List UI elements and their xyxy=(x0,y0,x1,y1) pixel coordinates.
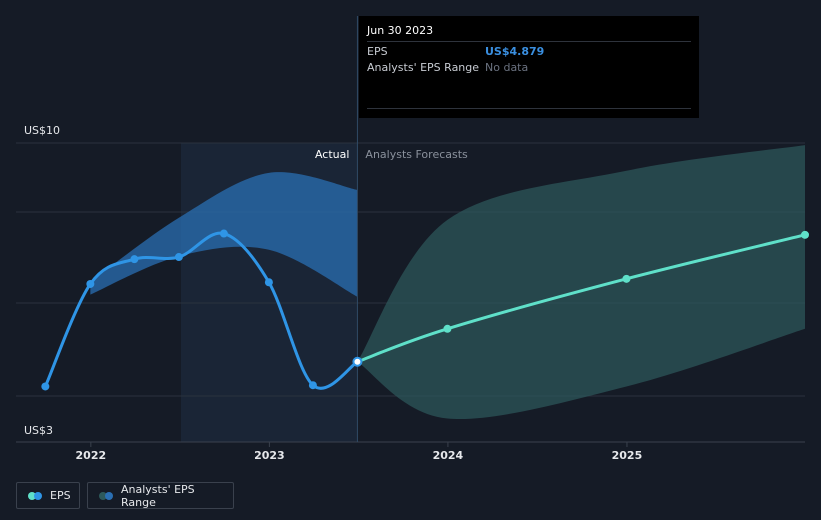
tooltip-date: Jun 30 2023 xyxy=(367,24,434,37)
range-band-1 xyxy=(357,145,805,420)
legend-range-button[interactable]: Analysts' EPS Range xyxy=(87,482,234,509)
legend-eps-button[interactable]: EPS xyxy=(16,482,80,509)
tooltip-divider xyxy=(367,108,691,109)
forecast-label: Analysts Forecasts xyxy=(365,148,468,161)
x-tick-label-3: 2025 xyxy=(612,449,643,462)
y-bottom-label: US$3 xyxy=(24,424,53,437)
legend-range-label: Analysts' EPS Range xyxy=(121,482,195,509)
legend-eps-label: EPS xyxy=(50,489,71,502)
tooltip-eps-value: US$4.879 xyxy=(485,45,545,58)
tooltip-row-range: Analysts' EPS Range No data xyxy=(367,58,691,75)
tooltip-row-eps: EPS US$4.879 xyxy=(367,41,691,59)
y-top-label: US$10 xyxy=(24,124,60,137)
tooltip-range-label: Analysts' EPS Range xyxy=(367,61,480,74)
series-line-1 xyxy=(355,233,807,364)
eps-chart: Actual Analysts Forecasts US$10 US$3 2022 202… xyxy=(16,16,809,462)
x-tick-label-0: 2022 xyxy=(76,449,107,462)
series-0-point-4 xyxy=(219,229,228,238)
series-1-point-1 xyxy=(443,324,452,333)
series-0-point-3 xyxy=(174,253,183,262)
x-tick-label-1: 2023 xyxy=(254,449,285,462)
series-0-point-5 xyxy=(264,278,273,287)
tooltip-eps-label: EPS xyxy=(367,45,388,58)
tooltip: Jun 30 2023 EPS US$4.879 Analysts' EPS R… xyxy=(359,16,699,118)
series-1-point-2 xyxy=(622,274,631,283)
current-point xyxy=(352,356,363,367)
range-swatch-icon xyxy=(99,491,113,500)
series-0-point-0 xyxy=(41,382,50,391)
series-0-point-6 xyxy=(308,381,317,390)
tooltip-range-value: No data xyxy=(485,61,529,74)
eps-swatch-icon xyxy=(28,491,42,500)
series-1-point-3 xyxy=(801,230,809,239)
x-tick-label-2: 2024 xyxy=(433,449,464,462)
series-0-point-2 xyxy=(130,255,139,264)
series-0-point-1 xyxy=(86,279,95,288)
actual-label: Actual xyxy=(315,148,349,161)
